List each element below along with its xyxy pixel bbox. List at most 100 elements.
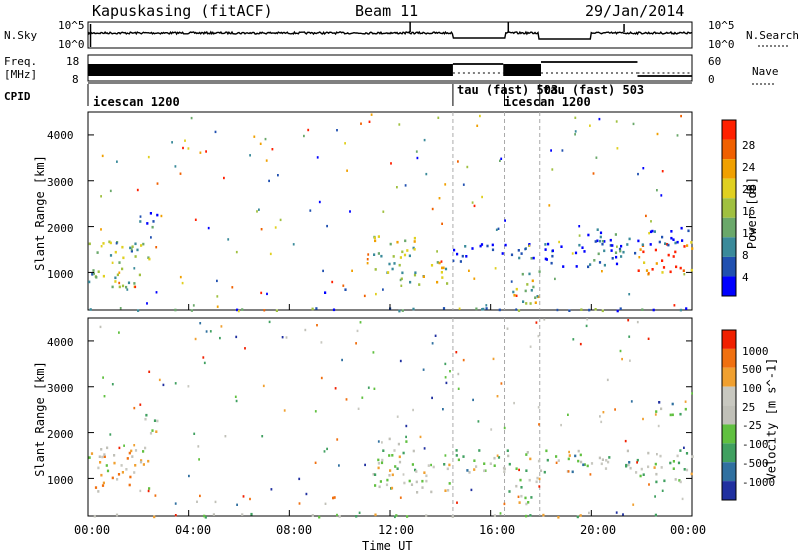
- power-panel-pixel: [611, 244, 614, 247]
- velocity-panel-pixel: [538, 423, 540, 426]
- power-panel-pixel: [401, 250, 404, 254]
- power-panel-pixel: [655, 262, 658, 265]
- velocity-panel-pixel: [422, 368, 425, 371]
- velocity-panel-pixel: [90, 452, 94, 455]
- power-colorbar-frame: [721, 119, 737, 297]
- power-panel-pixel: [271, 148, 274, 151]
- velocity-panel-pixel: [648, 483, 650, 486]
- velocity-panel-pixel: [500, 382, 503, 385]
- velocity-panel-pixel: [663, 479, 666, 483]
- velocity-panel-pixel: [250, 512, 253, 516]
- velocity-panel-pixel: [677, 461, 681, 465]
- power-panel-pixel: [515, 308, 518, 311]
- power-panel-pixel: [109, 189, 112, 193]
- power-panel-pixel: [96, 251, 99, 254]
- power-panel-pixel: [632, 122, 635, 126]
- power-panel-pixel: [174, 308, 177, 312]
- velocity-panel-pixel: [333, 496, 336, 499]
- power-panel-pixel: [598, 117, 601, 121]
- power-panel-pixel: [574, 116, 577, 119]
- velocity-panel-pixel: [102, 376, 104, 379]
- power-panel-pixel: [442, 266, 445, 270]
- power-panel-pixel: [118, 281, 121, 285]
- velocity-panel-pixel: [416, 491, 419, 494]
- power-panel-pixel: [510, 280, 513, 283]
- power-panel-pixel: [194, 218, 197, 221]
- power-panel-pixel: [641, 243, 644, 246]
- power-panel-pixel: [404, 239, 407, 243]
- power-panel-pixel: [681, 239, 684, 242]
- power-panel-pixel: [598, 261, 602, 264]
- power-panel-pixel: [558, 240, 560, 244]
- velocity-panel-pixel: [628, 335, 631, 338]
- power-panel-pixel: [139, 215, 142, 218]
- velocity-panel-pixel: [442, 408, 444, 411]
- velocity-panel-pixel: [188, 474, 190, 478]
- power-colorbar-tick: 28: [742, 139, 756, 152]
- velocity-panel-pixel: [655, 472, 658, 476]
- nave-tick-label: 0: [708, 73, 715, 86]
- velocity-panel-pixel: [657, 424, 660, 428]
- power-panel-pixel: [322, 269, 324, 273]
- power-panel-pixel: [596, 228, 599, 231]
- power-panel-pixel: [311, 307, 314, 311]
- velocity-panel-pixel: [125, 468, 128, 471]
- power-panel-pixel: [614, 233, 617, 236]
- power-panel-pixel: [594, 240, 597, 243]
- power-panel-pixel: [136, 248, 139, 252]
- velocity-panel-pixel: [619, 349, 622, 353]
- power-panel-pixel: [485, 304, 488, 307]
- velocity-panel-pixel: [134, 464, 137, 467]
- velocity-panel-pixel: [661, 489, 664, 492]
- velocity-panel-pixel: [683, 446, 685, 449]
- power-panel-pixel: [528, 272, 531, 276]
- power-panel-pixel: [574, 251, 578, 255]
- power-panel-pixel: [498, 308, 501, 312]
- velocity-panel-pixel: [660, 407, 663, 411]
- power-panel-pixel: [380, 254, 383, 258]
- power-panel-pixel: [679, 266, 682, 270]
- power-panel-pixel: [619, 249, 622, 253]
- power-panel-pixel: [258, 208, 260, 211]
- velocity-panel-pixel: [220, 325, 223, 328]
- velocity-panel-pixel: [475, 465, 478, 468]
- power-panel-pixel: [396, 240, 399, 244]
- velocity-panel-pixel: [537, 406, 540, 409]
- velocity-panel-pixel: [199, 322, 202, 325]
- power-panel-pixel: [473, 277, 476, 280]
- velocity-panel-pixel: [647, 465, 650, 469]
- velocity-y-tick: 3000: [47, 382, 74, 395]
- x-axis-title: Time UT: [362, 539, 413, 553]
- power-panel-pixel: [436, 280, 439, 284]
- power-panel-pixel: [438, 261, 441, 265]
- power-panel-pixel: [216, 279, 218, 283]
- velocity-panel-pixel: [681, 497, 684, 501]
- velocity-panel-pixel: [567, 457, 570, 461]
- power-panel-pixel: [413, 273, 417, 277]
- velocity-panel-pixel: [148, 370, 151, 373]
- velocity-panel-pixel: [106, 446, 109, 450]
- velocity-panel-pixel: [483, 462, 486, 465]
- power-panel-pixel: [482, 307, 485, 311]
- power-panel-pixel: [438, 197, 441, 200]
- velocity-panel-pixel: [448, 463, 451, 467]
- velocity-panel-pixel: [586, 464, 589, 468]
- velocity-panel-pixel: [358, 511, 361, 514]
- power-panel-pixel: [97, 270, 100, 273]
- velocity-panel-pixel: [204, 516, 207, 519]
- power-panel-pixel: [556, 308, 559, 312]
- power-panel-pixel: [444, 183, 447, 186]
- power-panel-pixel: [673, 304, 676, 307]
- power-panel-pixel: [597, 252, 600, 256]
- velocity-panel-pixel: [545, 449, 548, 453]
- power-panel-pixel: [101, 154, 104, 158]
- power-panel-pixel: [620, 255, 623, 258]
- velocity-panel-pixel: [690, 472, 693, 476]
- power-panel-pixel: [674, 250, 677, 254]
- power-panel-pixel: [133, 282, 136, 285]
- velocity-colorbar-swatch: [722, 330, 736, 349]
- power-colorbar-tick: 8: [742, 249, 749, 262]
- velocity-panel-pixel: [314, 410, 317, 413]
- power-panel-pixel: [134, 255, 137, 258]
- velocity-panel-pixel: [133, 406, 136, 410]
